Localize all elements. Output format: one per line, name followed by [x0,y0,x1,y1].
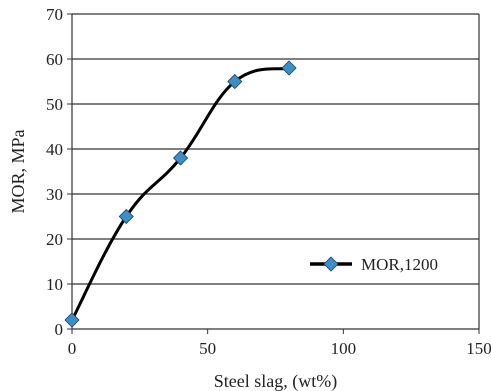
x-tick-label: 50 [199,339,216,358]
axes [71,14,480,330]
y-tick-label: 40 [46,140,63,159]
x-tick-label: 150 [466,339,491,358]
y-tick-label: 70 [46,5,63,24]
legend: MOR,1200 [310,255,438,274]
series-layer [64,60,297,328]
x-tick-label: 0 [68,339,77,358]
y-tick-label: 20 [46,230,63,249]
y-axis-title: MOR, MPa [8,129,28,213]
data-point-marker [172,150,189,166]
data-point-marker [64,312,80,328]
y-tick-label: 60 [46,50,63,69]
gridlines [72,13,479,285]
y-tick-label: 0 [55,320,64,339]
y-tick-label: 30 [46,185,63,204]
y-tick-label: 50 [46,95,63,114]
data-point-marker [118,208,134,225]
legend-label: MOR,1200 [361,255,438,274]
y-tick-labels: 0 10 20 30 40 50 60 70 [46,5,72,339]
y-tick-label: 10 [46,275,63,294]
data-point-marker [281,60,297,76]
x-axis-title: Steel slag, (wt%) [214,371,337,391]
legend-marker [323,256,339,272]
x-tick-label: 100 [331,339,357,358]
x-tick-labels: 0 50 100 150 [68,329,491,358]
data-point-marker [227,73,243,90]
